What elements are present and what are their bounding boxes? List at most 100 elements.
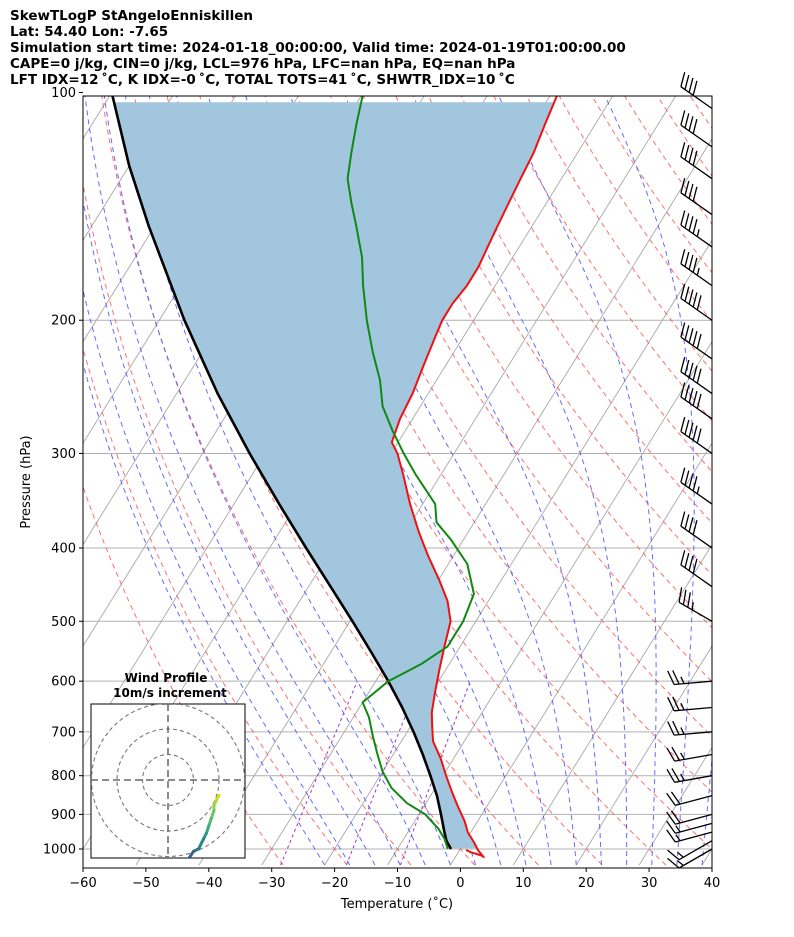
wind-barb-staff	[680, 263, 713, 287]
moist-adiabat-line	[124, 96, 451, 866]
moist-adiabat-line	[344, 96, 602, 865]
background-lines	[83, 76, 794, 866]
cape-fill-layer	[114, 102, 555, 849]
moist-adiabat-line	[498, 96, 657, 866]
wind-barb-staff	[674, 753, 713, 762]
wind-barb	[680, 110, 713, 148]
wind-barb-feather	[692, 219, 698, 234]
wind-barb-feather	[688, 254, 694, 270]
wind-barb-staff	[680, 124, 713, 148]
moist-adiabat-line	[83, 287, 351, 866]
wind-barb-half-feather	[675, 834, 681, 842]
wind-barb	[666, 768, 713, 783]
isotherm-line	[575, 645, 712, 866]
wind-barb-staff	[680, 396, 713, 420]
wind-barb-half-feather	[680, 676, 685, 684]
dry-adiabat-line	[362, 96, 712, 629]
wind-barb	[680, 210, 713, 248]
moist-adiabat-line	[290, 96, 577, 866]
x-axis-label: Temperature (˚C)	[340, 896, 453, 912]
wind-barb-feather	[667, 696, 675, 712]
wind-barb-staff	[680, 156, 713, 180]
wind-barb	[680, 142, 713, 180]
wind-barb-feather	[680, 142, 686, 158]
isotherm-line	[387, 340, 712, 866]
wind-barb	[667, 720, 713, 736]
dry-adiabat-line	[656, 96, 712, 177]
wind-barb-feather	[680, 283, 686, 299]
wind-barb-feather	[678, 587, 683, 603]
wind-barb-staff	[674, 775, 713, 783]
wind-barb-feather	[692, 425, 698, 441]
wind-barb-feather	[680, 249, 686, 264]
y-tick-label: 400	[51, 541, 76, 556]
wind-barb-half-feather	[696, 486, 700, 494]
x-tick-label: 40	[704, 876, 721, 891]
y-tick-label: 1000	[43, 843, 76, 858]
wind-barb-half-feather	[677, 851, 684, 858]
wind-barb-feather	[666, 820, 676, 834]
inset-subtitle: 10m/s increment	[113, 686, 227, 700]
moist-adiabat-line	[176, 96, 502, 866]
location-line: Lat: 54.40 Lon: -7.65	[10, 24, 169, 40]
dry-adiabat-line	[689, 96, 712, 129]
wind-barb	[680, 178, 713, 216]
wind-barb-feather	[670, 810, 681, 824]
wind-barb-feather	[688, 147, 694, 163]
y-tick-label: 600	[51, 675, 76, 690]
wind-barb-feather	[684, 145, 690, 160]
dry-adiabat-line	[741, 76, 794, 865]
wind-barb-feather	[680, 110, 686, 126]
wind-barb-half-feather	[696, 267, 700, 276]
dry-adiabat-line	[101, 96, 475, 866]
isotherm-line	[83, 96, 173, 242]
wind-barb	[680, 357, 713, 395]
wind-barb-feather	[688, 555, 694, 571]
wind-barb-half-feather	[680, 702, 685, 711]
x-tick-label: −60	[69, 876, 96, 891]
wind-barb-feather	[666, 768, 676, 783]
wind-barb-feather	[684, 385, 690, 401]
wind-barb-feather	[696, 295, 702, 311]
parcel-profile-line	[111, 96, 453, 850]
y-tick-label: 200	[51, 314, 76, 329]
dry-adiabat-line	[493, 96, 712, 422]
wind-barb-feather	[692, 80, 698, 96]
wind-barb-feather	[680, 416, 686, 432]
indices-line: LFT IDX=12 ˚C, K IDX=-0 ˚C, TOTAL TOTS=4…	[10, 72, 515, 88]
wind-barb	[666, 829, 713, 843]
inset-title: Wind Profile	[125, 671, 208, 685]
wind-barb-feather	[671, 768, 681, 782]
wind-barb-feather	[666, 792, 676, 806]
cape-fill-area	[114, 102, 555, 849]
profiles-layer	[111, 96, 558, 859]
wind-barb-feather	[692, 520, 698, 535]
x-tick-label: 10	[515, 876, 532, 891]
wind-barb-staff	[680, 224, 713, 248]
wind-barb-feather	[684, 113, 690, 129]
wind-barb-feather	[684, 359, 690, 375]
wind-barb-feather	[692, 558, 698, 574]
wind-barb-feather	[680, 511, 686, 527]
isotherm-line	[765, 76, 794, 865]
wind-barb-feather	[687, 592, 691, 608]
wind-barb-feather	[696, 393, 702, 409]
wind-barb	[666, 810, 713, 825]
chart-title: SkewTLogP StAngeloEnniskillen	[10, 8, 253, 24]
wind-barb-feather	[692, 257, 698, 273]
wind-barb-half-feather	[696, 229, 700, 237]
wind-barb-feather	[666, 829, 676, 843]
wind-barb-staff	[680, 192, 713, 216]
isotherm-line	[198, 96, 677, 866]
dry-adiabat-line	[83, 346, 348, 866]
dry-adiabat-line	[460, 96, 712, 473]
moist-adiabat-line	[604, 96, 695, 866]
wind-barb-feather	[696, 368, 702, 384]
wind-barb-half-feather	[691, 602, 694, 610]
wind-barb-feather	[688, 183, 694, 199]
wind-barb	[680, 511, 713, 549]
wind-barb-feather	[670, 791, 681, 805]
wind-barb	[680, 467, 713, 505]
wind-barb-feather	[680, 467, 686, 483]
